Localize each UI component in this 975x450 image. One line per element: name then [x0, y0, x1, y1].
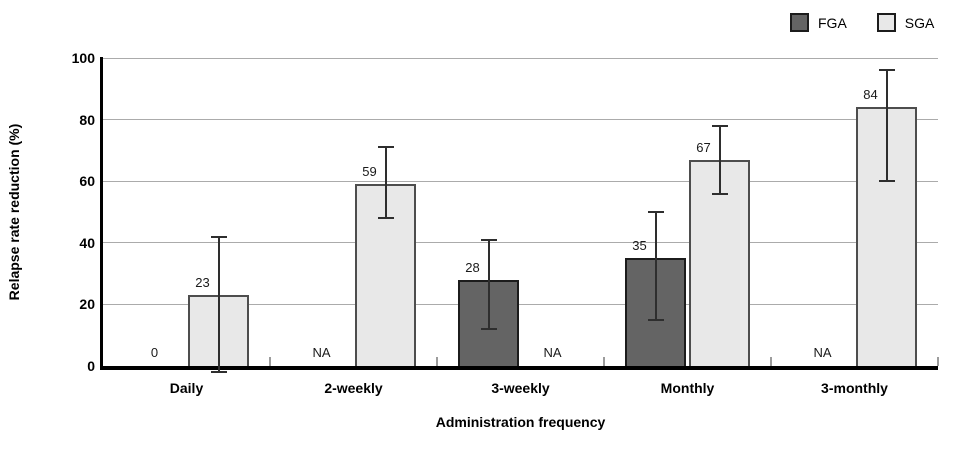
value-label: NA [543, 345, 562, 360]
x-axis-title: Administration frequency [435, 414, 606, 430]
legend-swatch-fga [790, 13, 809, 32]
gridline [103, 242, 938, 244]
error-bar-cap [210, 371, 227, 374]
gridline [103, 303, 938, 305]
gridline [103, 180, 938, 182]
legend-item-fga: FGA [790, 13, 847, 32]
value-label: 59 [362, 164, 377, 180]
error-bar-cap [210, 235, 227, 238]
error-bar-cap [647, 318, 664, 321]
error-bar-cap [711, 192, 728, 195]
legend-item-sga: SGA [876, 13, 935, 32]
error-bar-cap [377, 146, 394, 149]
y-tick-label: 20 [79, 296, 95, 313]
y-tick-label: 80 [79, 111, 95, 128]
error-bar [217, 236, 220, 373]
y-tick-label: 100 [71, 50, 95, 66]
value-label: 0 [150, 345, 159, 360]
error-bar-cap [480, 238, 497, 241]
value-label: NA [312, 345, 331, 360]
value-label: 84 [863, 87, 878, 103]
x-axis-line [100, 366, 938, 370]
y-axis-line [100, 57, 103, 370]
error-bar-cap [647, 211, 664, 213]
gridline [103, 119, 938, 121]
axis-boundary-tick [603, 357, 605, 366]
value-label: 67 [696, 139, 711, 155]
legend-swatch-sga [876, 13, 896, 32]
y-axis-title: Relapse rate reduction (%) [6, 123, 22, 301]
category-label: 3-weekly [491, 380, 550, 396]
axis-boundary-tick [269, 357, 271, 366]
legend-label: FGA [818, 14, 847, 31]
error-bar-cap [377, 217, 394, 220]
gridline [103, 57, 938, 59]
error-bar-cap [480, 328, 497, 331]
legend-label: SGA [904, 14, 935, 31]
category-label: Monthly [660, 380, 715, 396]
category-label: 3-monthly [821, 380, 888, 396]
error-bar [384, 147, 387, 219]
axis-boundary-tick [770, 357, 772, 366]
y-tick-label: 0 [87, 358, 95, 374]
axis-boundary-tick [937, 357, 939, 366]
category-label: 2-weekly [324, 380, 383, 396]
error-bar [487, 239, 490, 330]
value-label: 23 [195, 275, 210, 291]
error-bar [885, 70, 888, 182]
error-bar-cap [878, 180, 895, 183]
value-label: 28 [465, 259, 480, 275]
y-tick-label: 60 [79, 173, 95, 190]
error-bar [718, 125, 721, 194]
value-label: NA [813, 345, 832, 360]
value-label: 35 [632, 238, 647, 254]
error-bar-cap [878, 69, 895, 72]
legend: FGA SGA [790, 13, 934, 32]
y-tick-label: 40 [79, 234, 95, 251]
category-label: Daily [169, 380, 204, 396]
error-bar-cap [711, 124, 728, 127]
axis-boundary-tick [436, 357, 438, 366]
error-bar [654, 212, 657, 320]
